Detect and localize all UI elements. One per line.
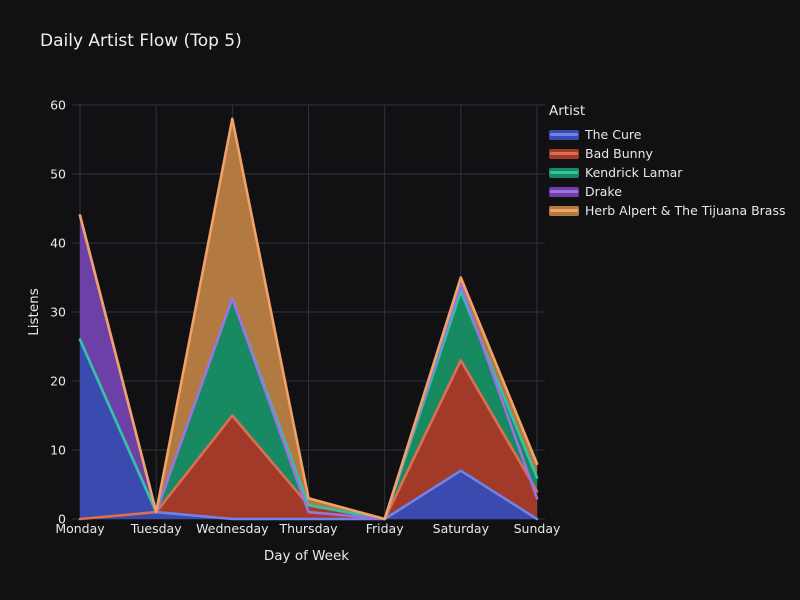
x-tick-label-friday: Friday bbox=[366, 521, 404, 536]
x-tick-label-wednesday: Wednesday bbox=[196, 521, 269, 536]
y-tick-label-10: 10 bbox=[50, 443, 66, 458]
legend-label: Drake bbox=[585, 184, 622, 199]
legend-swatch-line bbox=[550, 152, 578, 155]
legend-label: The Cure bbox=[585, 127, 642, 142]
legend-swatch-icon bbox=[549, 148, 579, 159]
area-line-herb-alpert-the-tijuana-brass bbox=[78, 117, 539, 521]
x-tick-label-thursday: Thursday bbox=[278, 521, 338, 536]
area-fill-the-cure bbox=[80, 339, 537, 519]
area-fill-bad-bunny bbox=[80, 360, 537, 519]
legend-entry-the-cure[interactable]: The Cure bbox=[549, 125, 785, 144]
legend-entry-bad-bunny[interactable]: Bad Bunny bbox=[549, 144, 785, 163]
legend-swatch-icon bbox=[549, 129, 579, 140]
x-tick-label-sunday: Sunday bbox=[514, 521, 561, 536]
legend-label: Kendrick Lamar bbox=[585, 165, 683, 180]
y-tick-label-40: 40 bbox=[50, 236, 66, 251]
legend-entry-herb-alpert-the-tijuana-brass[interactable]: Herb Alpert & The Tijuana Brass bbox=[549, 201, 785, 220]
legend-swatch-icon bbox=[549, 167, 579, 178]
x-tick-label-saturday: Saturday bbox=[433, 521, 490, 536]
legend: Artist The Cure Bad Bunny Kendrick Lamar Dr… bbox=[549, 103, 785, 220]
legend-entry-drake[interactable]: Drake bbox=[549, 182, 785, 201]
legend-swatch-icon bbox=[549, 186, 579, 197]
y-tick-label-50: 50 bbox=[50, 167, 66, 182]
y-tick-label-0: 0 bbox=[58, 512, 66, 527]
legend-label: Herb Alpert & The Tijuana Brass bbox=[585, 203, 786, 218]
legend-swatch-line bbox=[550, 209, 578, 212]
x-tick-label-tuesday: Tuesday bbox=[130, 521, 182, 536]
y-tick-label-60: 60 bbox=[50, 98, 66, 113]
legend-title: Artist bbox=[549, 103, 586, 119]
x-tick-label-monday: Monday bbox=[55, 521, 105, 536]
legend-entries: The Cure Bad Bunny Kendrick Lamar Drake Herb… bbox=[549, 125, 785, 220]
legend-label: Bad Bunny bbox=[585, 146, 653, 161]
chart-title: Daily Artist Flow (Top 5) bbox=[40, 31, 242, 51]
y-axis-title: Listens bbox=[26, 288, 42, 336]
legend-swatch-line bbox=[550, 171, 578, 174]
y-tick-label-30: 30 bbox=[50, 305, 66, 320]
x-axis-title: Day of Week bbox=[264, 548, 349, 564]
legend-swatch-line bbox=[550, 133, 578, 136]
legend-swatch-icon bbox=[549, 205, 579, 216]
legend-swatch-line bbox=[550, 190, 578, 193]
y-tick-label-20: 20 bbox=[50, 374, 66, 389]
legend-entry-kendrick-lamar[interactable]: Kendrick Lamar bbox=[549, 163, 785, 182]
